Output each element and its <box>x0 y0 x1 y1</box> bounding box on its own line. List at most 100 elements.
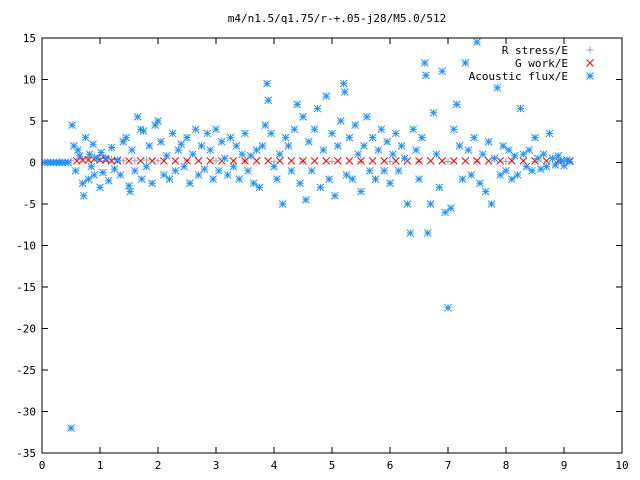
data-point <box>307 166 316 175</box>
data-point <box>380 166 389 175</box>
data-point <box>304 137 313 146</box>
data-point <box>113 156 122 164</box>
data-point <box>545 129 554 138</box>
data-point <box>528 166 536 175</box>
data-point <box>194 171 203 179</box>
y-tick-label: -25 <box>16 364 36 377</box>
y-tick-label: 15 <box>23 32 36 45</box>
data-point <box>374 146 383 154</box>
data-point <box>351 121 360 130</box>
data-point <box>78 179 87 188</box>
data-point <box>449 156 458 165</box>
x-tick-label: 2 <box>155 459 162 472</box>
data-point <box>209 175 217 183</box>
y-tick-label: -15 <box>16 281 36 294</box>
data-point <box>455 142 464 150</box>
x-tick-label: 0 <box>39 459 46 472</box>
legend-marker <box>586 72 594 80</box>
data-point <box>481 187 490 196</box>
data-point <box>206 146 215 154</box>
data-point <box>238 150 246 159</box>
data-point <box>261 121 270 130</box>
y-tick-label: -20 <box>16 323 36 336</box>
data-point <box>284 142 293 150</box>
data-point <box>496 171 505 179</box>
data-point <box>84 175 93 183</box>
data-point <box>200 165 209 173</box>
data-point <box>90 171 99 179</box>
data-point <box>490 154 499 163</box>
data-point <box>151 121 159 130</box>
data-point <box>136 125 145 134</box>
legend-marker <box>586 59 594 67</box>
data-point <box>458 175 467 183</box>
data-point <box>263 79 271 88</box>
data-point <box>331 191 339 200</box>
x-tick-label: 10 <box>615 459 628 472</box>
data-point <box>357 156 365 165</box>
data-point <box>96 183 104 192</box>
data-point <box>171 166 180 175</box>
data-point <box>217 137 226 146</box>
data-point <box>519 156 528 165</box>
data-point <box>362 112 371 121</box>
data-point <box>354 150 362 159</box>
x-tick-label: 8 <box>503 459 510 472</box>
data-point <box>426 156 435 165</box>
data-point <box>99 168 107 177</box>
data-point <box>325 175 333 183</box>
data-point <box>391 156 400 165</box>
data-point <box>487 200 496 208</box>
y-tick-label: -10 <box>16 240 36 253</box>
plot-frame <box>41 37 623 454</box>
y-tick-label: -30 <box>16 406 36 419</box>
data-point <box>226 133 235 142</box>
data-point <box>539 150 548 159</box>
data-point <box>357 187 365 196</box>
data-point <box>319 146 328 154</box>
data-point <box>447 204 455 213</box>
data-point <box>162 152 171 160</box>
data-point <box>235 175 244 183</box>
data-point <box>78 156 87 164</box>
data-point <box>119 157 127 165</box>
data-point <box>74 146 82 154</box>
data-point <box>368 133 377 142</box>
data-point <box>249 179 258 188</box>
data-point <box>516 104 525 113</box>
data-point <box>310 156 319 165</box>
data-point <box>438 156 447 165</box>
data-point <box>360 142 368 150</box>
data-point <box>71 166 80 175</box>
data-point <box>406 229 415 237</box>
plot-area <box>41 38 574 432</box>
data-point <box>333 142 342 150</box>
data-point <box>203 129 212 138</box>
data-point <box>420 59 429 67</box>
data-point <box>252 156 261 165</box>
data-point <box>461 156 470 165</box>
data-point <box>142 162 151 171</box>
data-point <box>290 125 299 134</box>
data-point <box>278 200 287 208</box>
data-point <box>157 137 165 146</box>
data-point <box>122 133 130 142</box>
data-point <box>423 229 432 237</box>
chart-title: m4/n1.5/q1.75/r-+.05-j28/M5.0/512 <box>228 12 447 25</box>
data-point <box>441 208 449 217</box>
data-point <box>522 162 531 171</box>
data-point <box>371 175 380 183</box>
legend-label: R stress/E <box>502 44 568 57</box>
data-point <box>116 171 125 179</box>
data-point <box>267 129 275 138</box>
data-point <box>499 142 507 150</box>
data-point <box>67 424 75 432</box>
data-point <box>229 156 238 165</box>
data-point <box>159 171 168 179</box>
data-point <box>551 161 560 169</box>
data-point <box>333 156 342 165</box>
data-point <box>168 129 177 138</box>
data-point <box>316 183 325 192</box>
data-point <box>383 137 391 146</box>
